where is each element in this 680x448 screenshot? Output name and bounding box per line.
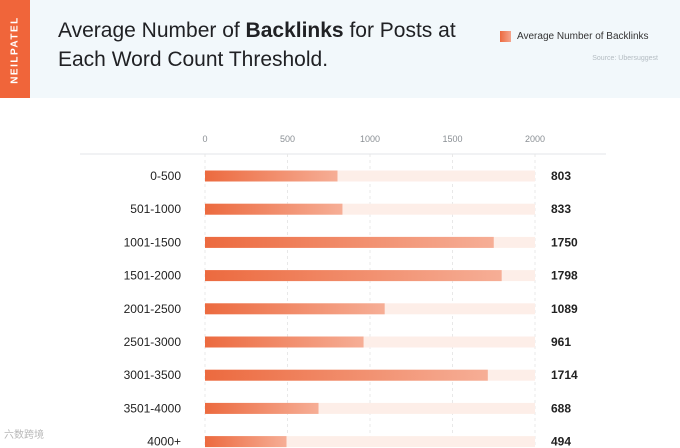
- bar: [205, 336, 364, 348]
- data-label: 833: [551, 202, 571, 216]
- category-label: 4000+: [147, 435, 181, 448]
- watermark: 六数跨境: [4, 430, 44, 441]
- legend-label: Average Number of Backlinks: [517, 31, 649, 42]
- bar: [205, 270, 502, 282]
- bar: [205, 170, 338, 182]
- category-label: 1001-1500: [124, 235, 182, 249]
- tick-layer: 0 500 1000 1500 2000: [202, 134, 545, 144]
- data-label: 1798: [551, 269, 578, 283]
- data-label: 1714: [551, 368, 578, 382]
- x-tick-label: 0: [202, 134, 207, 144]
- bar-track: [205, 436, 535, 448]
- title-part-2: for Posts at Each Word Count Threshold.: [58, 19, 456, 71]
- data-label: 494: [551, 435, 571, 448]
- x-tick-label: 500: [280, 134, 295, 144]
- data-label: 803: [551, 169, 571, 183]
- bar: [205, 203, 343, 215]
- data-label: 1750: [551, 235, 578, 249]
- category-label: 2001-2500: [124, 302, 182, 316]
- data-label: 688: [551, 401, 571, 415]
- title-part-1: Average Number of: [58, 19, 246, 42]
- bar: [205, 303, 385, 315]
- category-label: 501-1000: [130, 202, 181, 216]
- chart-header: NEILPATEL Average Number of Backlinks fo…: [0, 0, 680, 98]
- legend-swatch: [500, 31, 511, 42]
- bar-layer: 0-500 803 501-1000 833 1001-1500 1750 1501-200…: [124, 169, 578, 448]
- brand-strip: NEILPATEL: [0, 0, 30, 98]
- category-label: 0-500: [150, 169, 181, 183]
- bar-track: [205, 170, 535, 182]
- data-label: 961: [551, 335, 571, 349]
- category-label: 2501-3000: [124, 335, 182, 349]
- bar: [205, 369, 488, 381]
- bar-track: [205, 336, 535, 348]
- bar-track: [205, 402, 535, 414]
- category-label: 1501-2000: [124, 269, 182, 283]
- legend: Average Number of Backlinks: [500, 31, 649, 42]
- bar: [205, 436, 287, 448]
- source-note: Source: Ubersuggest: [592, 55, 658, 62]
- x-tick-label: 2000: [525, 134, 545, 144]
- category-label: 3501-4000: [124, 401, 182, 415]
- bar: [205, 402, 319, 414]
- category-label: 3001-3500: [124, 368, 182, 382]
- bar: [205, 236, 494, 248]
- title-emphasis: Backlinks: [245, 19, 344, 42]
- x-tick-label: 1000: [360, 134, 380, 144]
- data-label: 1089: [551, 302, 578, 316]
- chart-title: Average Number of Backlinks for Posts at…: [58, 16, 478, 74]
- grid-layer: [80, 153, 606, 448]
- bar-track: [205, 203, 535, 215]
- x-tick-label: 1500: [442, 134, 462, 144]
